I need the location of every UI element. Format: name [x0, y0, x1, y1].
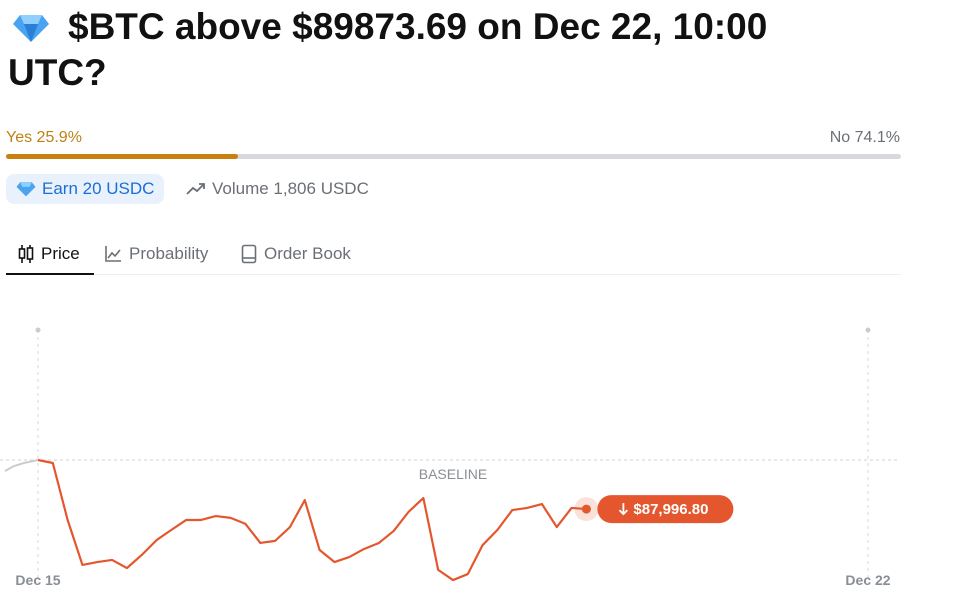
yes-odds: Yes 25.9% — [6, 129, 82, 146]
tab-order-book[interactable]: Order Book — [241, 240, 351, 274]
guide-dot — [865, 327, 871, 333]
earn-badge[interactable]: Earn 20 USDC — [6, 174, 165, 204]
book-icon — [241, 244, 257, 264]
price-pill: $87,996.80 — [597, 495, 734, 524]
pill-bg — [597, 495, 734, 524]
guide-dot — [35, 327, 41, 333]
market-title: $BTC above $89873.69 on Dec 22, 10:00 UT… — [8, 4, 848, 96]
tab-label: Probability — [129, 244, 209, 263]
candle-icon — [18, 245, 34, 263]
x-tick-label: Dec 22 — [845, 572, 890, 588]
pre-history-line — [4, 459, 39, 472]
price-line — [37, 458, 587, 582]
odds-yes — [6, 154, 238, 159]
odds-bar — [6, 154, 901, 159]
down-arrow — [618, 503, 629, 516]
title-text: $BTC above $89873.69 on Dec 22, 10:00 UT… — [8, 6, 768, 93]
odds-no — [228, 154, 901, 159]
diamond-icon — [16, 182, 36, 197]
volume-text: Volume 1,806 USDC — [212, 179, 369, 198]
tab-label: Order Book — [264, 244, 351, 263]
price-chart: Dec 15 Dec 22 BASELINE $87,996.80 — [0, 327, 900, 588]
x-tick-label: Dec 15 — [15, 572, 60, 588]
baseline-label: BASELINE — [419, 466, 487, 482]
tab-label: Price — [41, 244, 80, 263]
earn-text: Earn 20 USDC — [42, 179, 155, 198]
current-point — [581, 504, 591, 514]
price-label: $87,996.80 — [633, 501, 708, 518]
tab-divider — [6, 274, 901, 275]
no-odds: No 74.1% — [829, 129, 900, 146]
chart-icon — [105, 246, 121, 262]
volume: Volume 1,806 USDC — [186, 174, 369, 204]
tab-probability[interactable]: Probability — [105, 240, 208, 274]
trend-icon — [186, 183, 205, 195]
tab-price[interactable]: Price — [18, 240, 80, 274]
tab-underline — [6, 273, 94, 275]
diamond-icon — [13, 15, 49, 42]
